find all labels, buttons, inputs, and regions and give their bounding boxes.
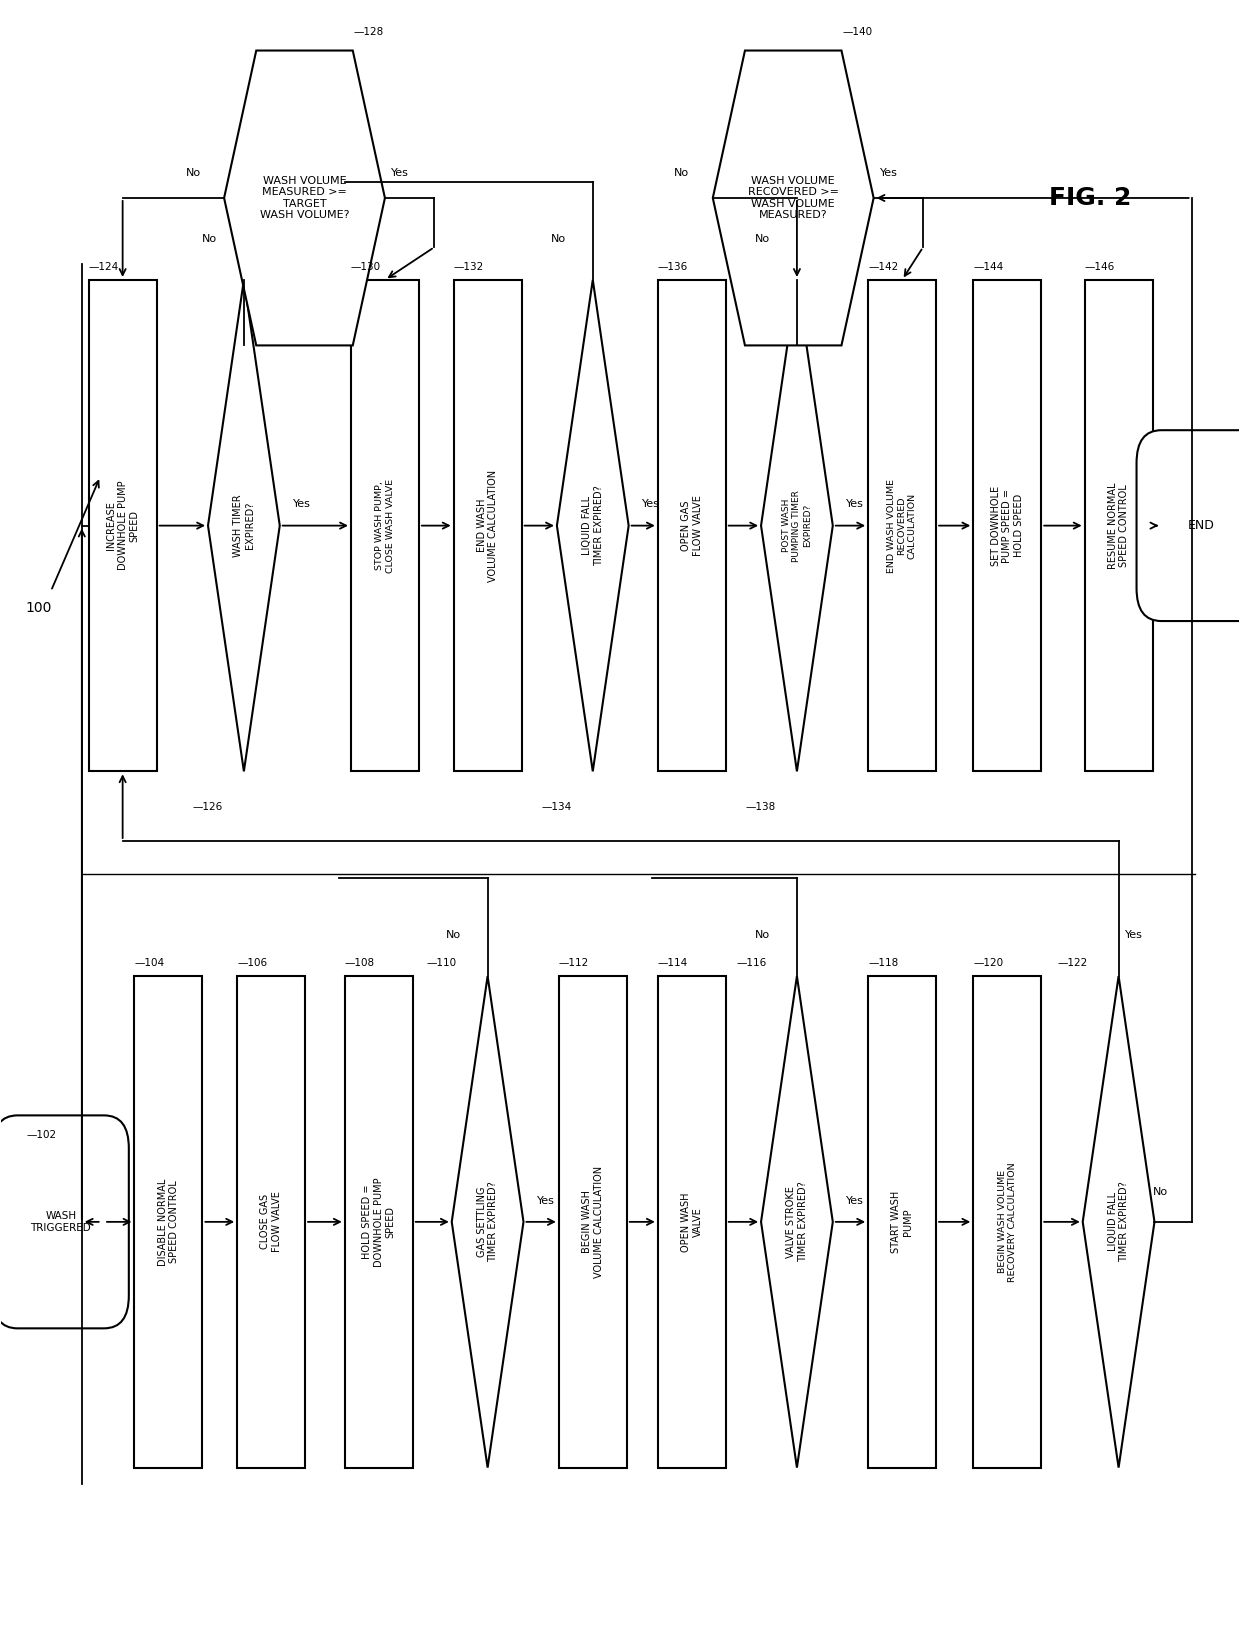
Polygon shape	[713, 51, 874, 345]
Polygon shape	[451, 976, 523, 1467]
Text: GAS SETTLING
TIMER EXPIRED?: GAS SETTLING TIMER EXPIRED?	[477, 1182, 498, 1262]
Text: VALVE STROKE
TIMER EXPIRED?: VALVE STROKE TIMER EXPIRED?	[786, 1182, 807, 1262]
Text: STOP WASH PUMP,
CLOSE WASH VALVE: STOP WASH PUMP, CLOSE WASH VALVE	[376, 479, 394, 573]
Text: SET DOWNHOLE
PUMP SPEED =
HOLD SPEED: SET DOWNHOLE PUMP SPEED = HOLD SPEED	[991, 486, 1024, 566]
Text: —110: —110	[427, 958, 458, 968]
Polygon shape	[557, 281, 629, 771]
Text: No: No	[675, 169, 689, 179]
Text: —104: —104	[134, 958, 165, 968]
Text: INCREASE
DOWNHOLE PUMP
SPEED: INCREASE DOWNHOLE PUMP SPEED	[107, 481, 139, 571]
Text: —114: —114	[657, 958, 688, 968]
Text: WASH TIMER
EXPIRED?: WASH TIMER EXPIRED?	[233, 494, 254, 556]
FancyBboxPatch shape	[973, 976, 1042, 1467]
Text: —116: —116	[737, 958, 766, 968]
FancyBboxPatch shape	[88, 281, 156, 771]
Text: —128: —128	[353, 28, 384, 38]
Text: No: No	[755, 930, 770, 940]
Text: —130: —130	[351, 261, 381, 272]
Text: 100: 100	[25, 601, 52, 614]
Text: CLOSE GAS
FLOW VALVE: CLOSE GAS FLOW VALVE	[260, 1191, 281, 1252]
FancyBboxPatch shape	[0, 1116, 129, 1328]
FancyBboxPatch shape	[657, 976, 725, 1467]
Text: POST WASH
PUMPING TIMER
EXPIRED?: POST WASH PUMPING TIMER EXPIRED?	[782, 489, 812, 561]
FancyBboxPatch shape	[1085, 281, 1153, 771]
FancyBboxPatch shape	[559, 976, 626, 1467]
Polygon shape	[761, 976, 833, 1467]
Text: Yes: Yes	[642, 499, 660, 509]
Text: —136: —136	[657, 261, 688, 272]
FancyBboxPatch shape	[973, 281, 1042, 771]
Text: —120: —120	[973, 958, 1003, 968]
Text: —134: —134	[542, 802, 572, 812]
Text: WASH
TRIGGERED: WASH TRIGGERED	[31, 1211, 92, 1232]
Polygon shape	[761, 281, 833, 771]
Text: —106: —106	[237, 958, 267, 968]
Text: OPEN WASH
VALVE: OPEN WASH VALVE	[681, 1191, 703, 1252]
Polygon shape	[224, 51, 384, 345]
Text: Yes: Yes	[846, 499, 864, 509]
Text: No: No	[202, 235, 217, 245]
Text: DISABLE NORMAL
SPEED CONTROL: DISABLE NORMAL SPEED CONTROL	[157, 1178, 180, 1265]
Text: Yes: Yes	[846, 1196, 864, 1206]
Text: OPEN GAS
FLOW VALVE: OPEN GAS FLOW VALVE	[681, 496, 703, 556]
Text: —102: —102	[26, 1131, 56, 1140]
Text: No: No	[186, 169, 201, 179]
Polygon shape	[1083, 976, 1154, 1467]
Text: —144: —144	[973, 261, 1003, 272]
Text: No: No	[755, 235, 770, 245]
Text: BEGIN WASH VOLUME
RECOVERY CALCULATION: BEGIN WASH VOLUME RECOVERY CALCULATION	[997, 1162, 1017, 1282]
Text: —124: —124	[88, 261, 119, 272]
Text: START WASH
PUMP: START WASH PUMP	[892, 1191, 913, 1254]
FancyBboxPatch shape	[657, 281, 725, 771]
Text: —146: —146	[1085, 261, 1115, 272]
Text: RESUME NORMAL
SPEED CONTROL: RESUME NORMAL SPEED CONTROL	[1107, 482, 1130, 569]
FancyBboxPatch shape	[454, 281, 522, 771]
Text: Yes: Yes	[391, 169, 409, 179]
FancyBboxPatch shape	[134, 976, 202, 1467]
Text: WASH VOLUME
RECOVERED >=
WASH VOLUME
MEASURED?: WASH VOLUME RECOVERED >= WASH VOLUME MEA…	[748, 176, 838, 220]
FancyBboxPatch shape	[237, 976, 305, 1467]
Text: —132: —132	[454, 261, 484, 272]
Text: —122: —122	[1058, 958, 1089, 968]
Text: WASH VOLUME
MEASURED >=
TARGET
WASH VOLUME?: WASH VOLUME MEASURED >= TARGET WASH VOLU…	[259, 176, 350, 220]
FancyBboxPatch shape	[1137, 430, 1240, 620]
FancyBboxPatch shape	[868, 281, 936, 771]
Text: END: END	[1188, 519, 1215, 532]
Text: No: No	[1153, 1188, 1168, 1198]
Text: HOLD SPEED =
DOWNHOLE PUMP
SPEED: HOLD SPEED = DOWNHOLE PUMP SPEED	[362, 1177, 396, 1267]
Text: END WASH
VOLUME CALCULATION: END WASH VOLUME CALCULATION	[477, 469, 498, 581]
Text: No: No	[551, 235, 565, 245]
Text: —118: —118	[868, 958, 898, 968]
Text: Yes: Yes	[1125, 930, 1142, 940]
Text: —112: —112	[559, 958, 589, 968]
Text: LIQUID FALL
TIMER EXPIRED?: LIQUID FALL TIMER EXPIRED?	[1107, 1182, 1130, 1262]
Text: BEGIN WASH
VOLUME CALCULATION: BEGIN WASH VOLUME CALCULATION	[582, 1165, 604, 1278]
Polygon shape	[208, 281, 280, 771]
Text: END WASH VOLUME
RECOVERED
CALCULATION: END WASH VOLUME RECOVERED CALCULATION	[887, 479, 918, 573]
Text: —126: —126	[193, 802, 223, 812]
Text: No: No	[445, 930, 460, 940]
Text: —138: —138	[746, 802, 776, 812]
Text: —142: —142	[868, 261, 898, 272]
Text: LIQUID FALL
TIMER EXPIRED?: LIQUID FALL TIMER EXPIRED?	[582, 486, 604, 566]
Text: FIG. 2: FIG. 2	[1049, 185, 1131, 210]
FancyBboxPatch shape	[345, 976, 413, 1467]
FancyBboxPatch shape	[868, 976, 936, 1467]
FancyBboxPatch shape	[351, 281, 419, 771]
Text: Yes: Yes	[293, 499, 311, 509]
Text: Yes: Yes	[879, 169, 898, 179]
Text: —108: —108	[345, 958, 374, 968]
Text: Yes: Yes	[537, 1196, 554, 1206]
Text: —140: —140	[843, 28, 873, 38]
